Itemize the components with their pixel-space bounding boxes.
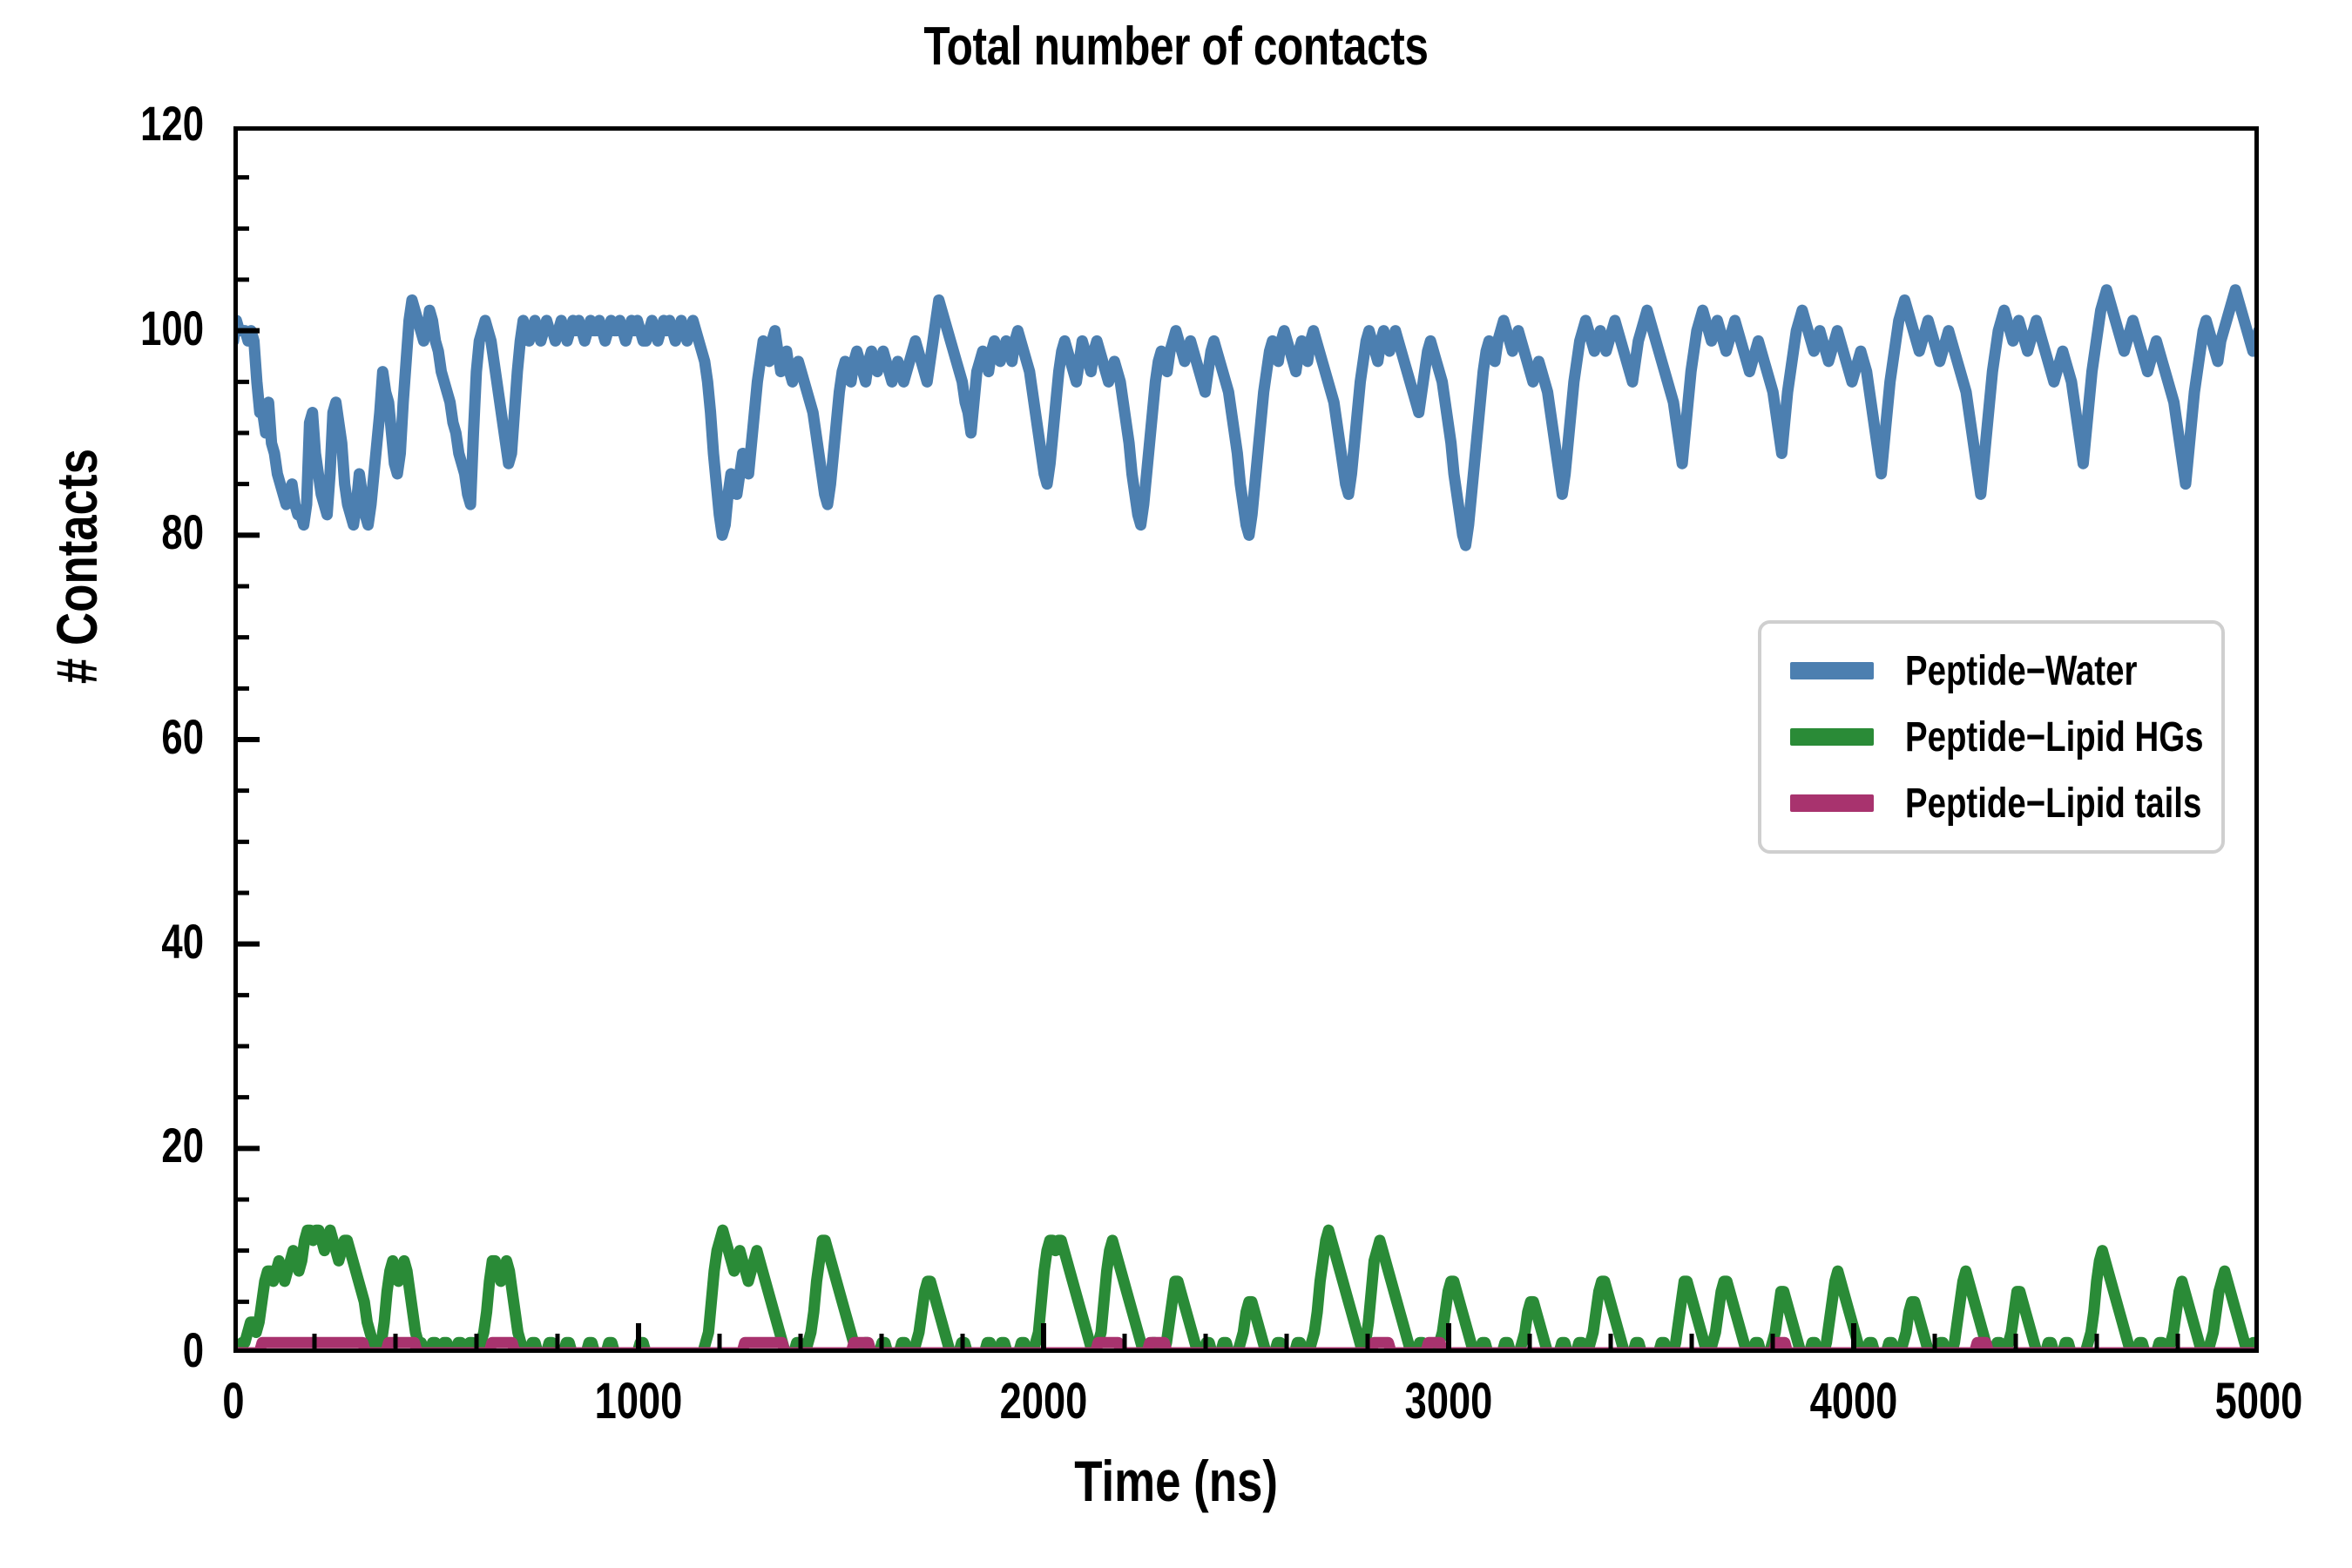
plot-area [233, 126, 2259, 1353]
y-tick-label: 80 [161, 504, 204, 560]
legend-item[interactable]: Peptide−Lipid HGs [1761, 711, 2228, 763]
legend-color-swatch [1790, 728, 1874, 746]
legend-color-swatch [1790, 794, 1874, 812]
plot-frame [233, 126, 2259, 1353]
legend-item-label: Peptide−Lipid tails [1905, 780, 2202, 827]
y-tick-label: 120 [140, 96, 204, 151]
x-tick-label: 0 [222, 1373, 245, 1429]
x-tick-label: 2000 [999, 1373, 1088, 1429]
legend-item[interactable]: Peptide−Lipid tails [1761, 777, 2228, 829]
legend-item-label: Peptide−Water [1905, 647, 2138, 694]
x-tick-label: 5000 [2214, 1373, 2303, 1429]
x-tick-label: 3000 [1404, 1373, 1493, 1429]
legend-item-label: Peptide−Lipid HGs [1905, 713, 2204, 760]
x-axis-title-text: Time (ns) [1074, 1449, 1278, 1513]
chart-title: Total number of contacts [923, 17, 1429, 77]
y-tick-label: 0 [182, 1322, 204, 1377]
series-line [233, 284, 2259, 551]
legend-color-swatch [1790, 662, 1874, 679]
x-tick-label: 4000 [1809, 1373, 1898, 1429]
x-tick-label: 1000 [594, 1373, 683, 1429]
y-tick-label: 60 [161, 709, 204, 764]
y-tick-label: 40 [161, 913, 204, 969]
y-tick-label: 20 [161, 1118, 204, 1173]
x-axis-title: Time (ns) [0, 1448, 2352, 1514]
legend: Peptide−Water Peptide−Lipid HGs Peptide−Li… [1758, 620, 2225, 854]
legend-item[interactable]: Peptide−Water [1761, 645, 2228, 697]
y-tick-label: 100 [140, 300, 204, 355]
